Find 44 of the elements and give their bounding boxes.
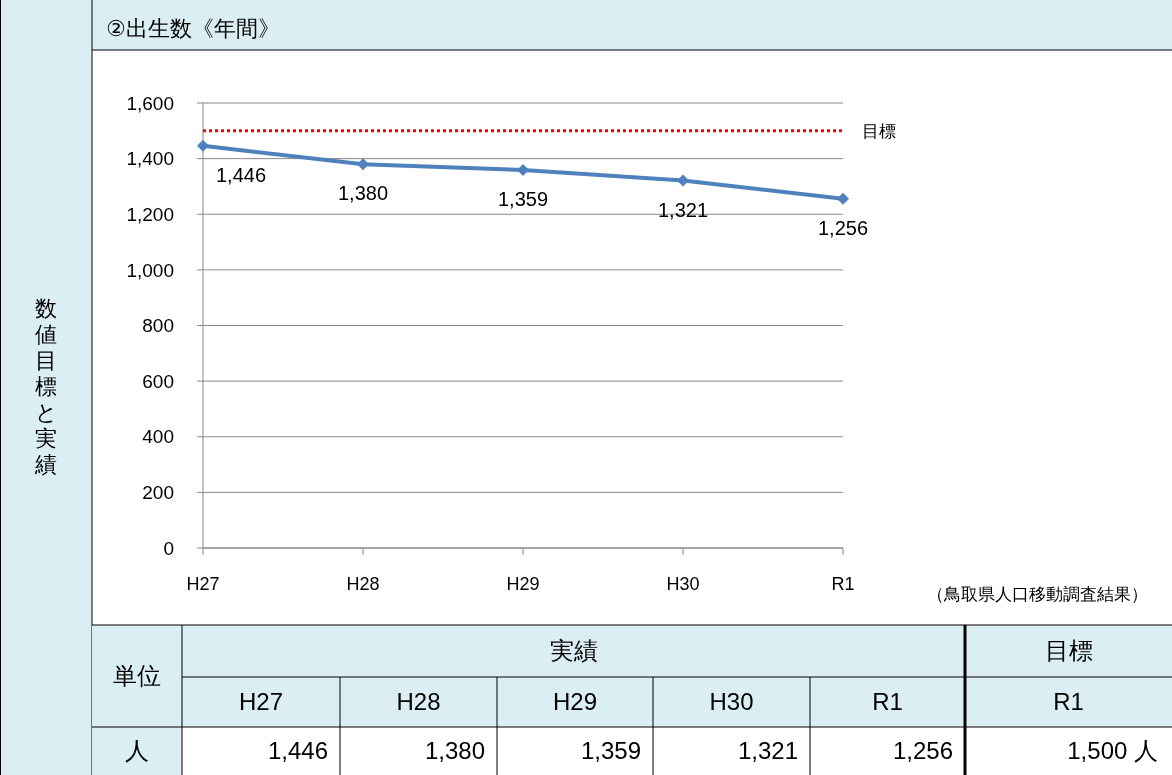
chart-title: ②出生数《年間》: [106, 16, 280, 41]
text: 1,359: [580, 737, 641, 765]
category-label: H28: [396, 688, 441, 716]
ref-line-label: 目標: [862, 121, 896, 141]
y-tick-label: 800: [142, 315, 174, 337]
text: 数値目標と実績: [34, 295, 58, 477]
point: [837, 192, 849, 205]
y-tick-label: 400: [142, 426, 174, 448]
y-tick-label: 1,600: [126, 92, 174, 114]
x-tick-label: R1: [831, 574, 855, 594]
text: 1,321: [737, 737, 798, 765]
y-tick-label: 0: [163, 537, 174, 559]
category-label: R1: [872, 688, 903, 716]
data-label: 1,359: [497, 188, 549, 211]
category-label: H30: [709, 688, 754, 716]
x-tick-label: H27: [186, 574, 220, 594]
category-label: H27: [238, 688, 284, 716]
y-tick-label: 600: [142, 370, 174, 392]
x-tick-label: H30: [666, 574, 700, 594]
point: [197, 139, 209, 152]
text: 実績: [549, 637, 598, 665]
category-label: R1: [1053, 688, 1084, 716]
y-tick-label: 1,400: [126, 148, 174, 170]
x-tick-label: H28: [346, 574, 380, 594]
point: [677, 174, 689, 187]
data-label: 1,446: [216, 163, 267, 186]
category-label: H29: [552, 688, 598, 716]
x-tick-label: H29: [506, 574, 540, 594]
text: 目標: [1044, 637, 1093, 665]
point: [357, 158, 369, 171]
text: 単位: [113, 662, 161, 690]
text: 1,256: [892, 737, 953, 765]
data-label: 1,321: [657, 198, 709, 221]
text: 1,380: [424, 737, 485, 765]
y-tick-label: 200: [142, 482, 174, 504]
text: 1,446: [267, 737, 328, 765]
data-label: 1,256: [817, 216, 869, 239]
point: [517, 164, 529, 177]
y-tick-label: 1,000: [126, 259, 174, 281]
text: 人: [125, 737, 149, 765]
text: （鳥取県人口移動調査結果）: [927, 585, 1148, 604]
y-tick-label: 1,200: [126, 203, 174, 225]
text: 1,500 人: [1067, 737, 1158, 765]
data-label: 1,380: [337, 182, 389, 205]
